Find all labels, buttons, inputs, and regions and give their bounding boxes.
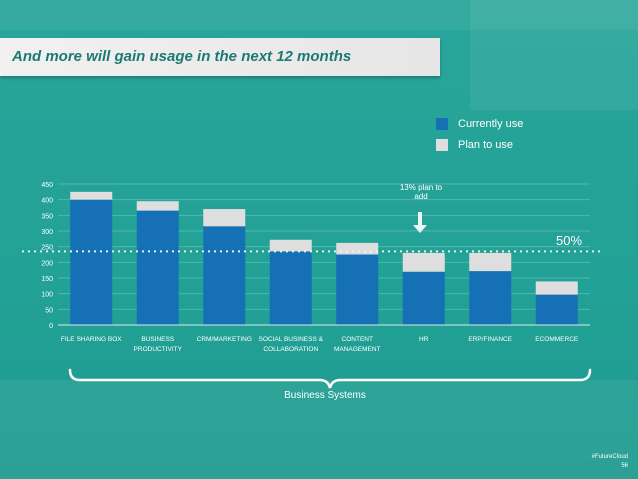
bar-plan-to-use (402, 252, 445, 272)
x-tick-label: ERP/FINANCE (468, 336, 512, 343)
background-decoration (470, 0, 638, 110)
bar-currently-use (136, 210, 179, 325)
bar-plan-to-use (469, 252, 512, 272)
bar-currently-use (336, 254, 379, 325)
bar-currently-use (70, 199, 113, 325)
legend-label-plan-to-use: Plan to use (458, 139, 514, 151)
y-tick-label: 350 (41, 213, 53, 220)
bar-plan-to-use (136, 201, 179, 211)
bar-currently-use (402, 271, 445, 325)
bar-plan-to-use (70, 191, 113, 200)
footer-hashtag: #FutureCloud (591, 454, 628, 460)
title-bar: And more will gain usage in the next 12 … (0, 38, 440, 76)
bar-currently-use (469, 271, 512, 325)
y-tick-label: 50 (45, 307, 53, 314)
bar-plan-to-use (269, 239, 312, 252)
y-tick-label: 200 (41, 260, 53, 267)
slide-title: And more will gain usage in the next 12 … (12, 48, 352, 65)
background-decoration (0, 0, 638, 30)
group-label: Business Systems (284, 390, 366, 401)
reference-label-50-percent: 50% (556, 233, 582, 248)
y-tick-label: 300 (41, 229, 53, 236)
y-tick-label: 150 (41, 276, 53, 283)
bar-plan-to-use (203, 209, 246, 227)
footer: #FutureCloud 56 (592, 453, 628, 471)
x-tick-label: ECOMMERCE (535, 336, 579, 343)
x-tick-label: MANAGEMENT (334, 346, 381, 353)
bar-plan-to-use (336, 242, 379, 255)
x-tick-label: CRM/MARKETING (197, 336, 252, 343)
annotation-plan-text: 13% plan to add (400, 183, 443, 201)
y-tick-label: 450 (41, 182, 53, 189)
x-tick-label: COLLABORATION (263, 346, 318, 353)
legend-item-currently-use: Currently use (436, 117, 523, 131)
x-tick-label: CONTENT (342, 336, 373, 343)
x-tick-label: SOCIAL BUSINESS & (259, 336, 324, 343)
background-decoration (0, 380, 638, 479)
chart-legend: Currently use Plan to use (436, 117, 523, 159)
y-tick-label: 0 (49, 323, 53, 330)
legend-swatch-currently-use (436, 118, 448, 130)
bar-currently-use (535, 294, 578, 325)
down-arrow-icon (413, 212, 427, 233)
bar-currently-use (203, 226, 246, 325)
x-tick-label: FILE SHARING BOX (61, 336, 122, 343)
page-number: 56 (621, 463, 628, 469)
group-brace (68, 368, 592, 389)
bar-plan-to-use (535, 281, 578, 295)
x-tick-label: BUSINESS (141, 336, 175, 343)
bar-currently-use (269, 251, 312, 325)
y-tick-label: 400 (41, 198, 53, 205)
y-tick-label: 100 (41, 292, 53, 299)
y-tick-label: 250 (41, 245, 53, 252)
x-tick-label: PRODUCTIVITY (134, 346, 183, 353)
legend-swatch-plan-to-use (436, 139, 448, 151)
legend-label-currently-use: Currently use (458, 118, 524, 130)
legend-item-plan-to-use: Plan to use (436, 138, 523, 152)
x-tick-label: HR (419, 336, 429, 343)
